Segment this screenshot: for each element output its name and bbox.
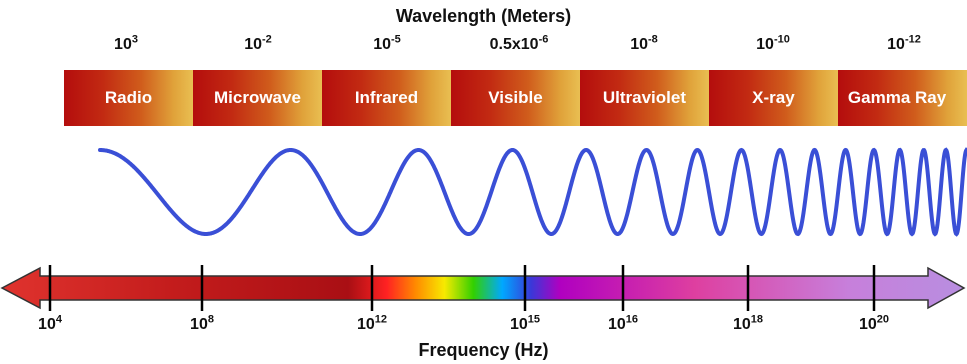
band-radio: Radio: [64, 70, 193, 126]
wave-line: [98, 147, 967, 237]
frequency-tick-label: 1020: [858, 313, 890, 333]
frequency-tick-label: 104: [38, 313, 62, 333]
wavelength-title: Wavelength (Meters): [395, 6, 572, 26]
frequency-labels: 104 108 1012 1015 1016 1018 1020: [0, 313, 967, 340]
frequency-tick-label: 1015: [509, 313, 541, 333]
wavelength-label: 10-12: [887, 33, 921, 53]
spectrum-bands: Radio Microwave Infrared Visible Ultravi…: [64, 70, 967, 126]
frequency-tick-label: 1018: [732, 313, 764, 333]
band-ultraviolet: Ultraviolet: [579, 70, 709, 126]
band-infrared: Infrared: [321, 70, 451, 126]
wavelength-label: 10-10: [756, 33, 790, 53]
band-visible: Visible: [450, 70, 580, 126]
band-gamma-ray: Gamma Ray: [837, 70, 967, 126]
wavelength-label: 103: [114, 33, 138, 53]
frequency-tick-label: 108: [190, 313, 214, 333]
frequency-tick-label: 1016: [607, 313, 639, 333]
wavelength-label: 0.5x10-6: [489, 33, 549, 53]
wave-graphic: [98, 147, 967, 237]
frequency-arrow: [0, 265, 966, 311]
frequency-axis-label: Frequency (Hz): [418, 340, 549, 360]
frequency-tick-label: 1012: [356, 313, 388, 333]
band-microwave: Microwave: [192, 70, 322, 126]
wavelength-label: 10-2: [244, 33, 272, 53]
frequency-arrow-body: [0, 266, 966, 310]
wavelength-label: 10-5: [373, 33, 401, 53]
wavelength-labels: 103 10-2 10-5 0.5x10-6 10-8 10-10 10-12: [0, 33, 967, 66]
frequency-ticks: [48, 265, 876, 311]
wavelength-label: 10-8: [630, 33, 658, 53]
band-xray: X-ray: [708, 70, 838, 126]
